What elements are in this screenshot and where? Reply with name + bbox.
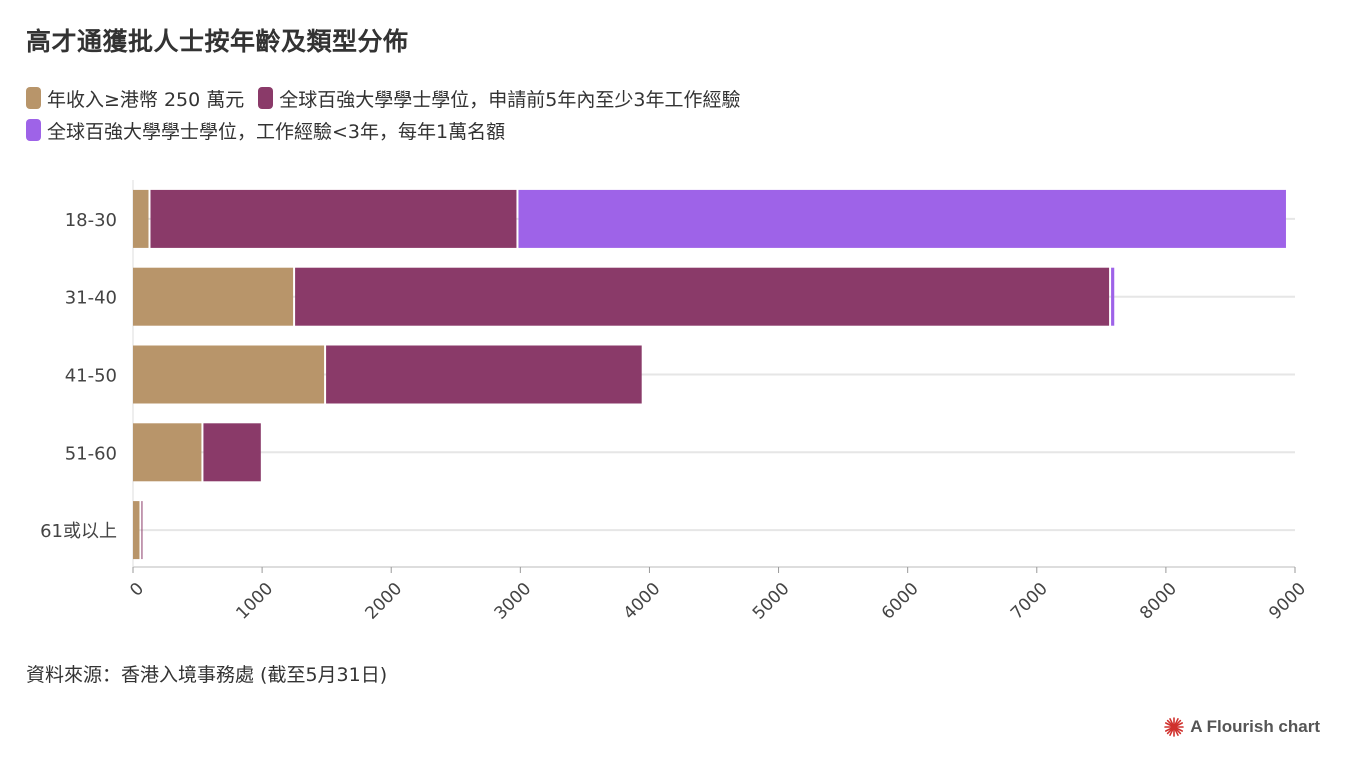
x-tick-label: 9000	[1265, 579, 1310, 624]
x-tick-label: 1000	[232, 579, 277, 624]
flourish-credit[interactable]: A Flourish chart	[1164, 717, 1320, 737]
flourish-logo-icon	[1164, 717, 1185, 737]
bar-segment	[326, 345, 642, 404]
legend-label: 全球百強大學學士學位，申請前5年內至少3年工作經驗	[279, 88, 741, 111]
y-tick-label: 61或以上	[40, 521, 117, 542]
bar-segment	[203, 423, 261, 482]
bar-segment	[150, 189, 517, 248]
credit-label: A Flourish chart	[1190, 717, 1320, 736]
legend-swatch	[258, 87, 274, 109]
x-tick-label: 8000	[1136, 579, 1181, 624]
x-tick-label: 3000	[491, 579, 536, 624]
chart-title: 高才通獲批人士按年齡及類型分佈	[26, 27, 409, 56]
y-tick-label: 18-30	[65, 210, 117, 231]
bar-segment	[133, 501, 140, 560]
y-tick-label: 51-60	[65, 443, 117, 464]
x-tick-label: 4000	[620, 579, 665, 624]
bar-segment	[133, 267, 294, 326]
legend: 年收入≥港幣 250 萬元 全球百強大學學士學位，申請前5年內至少3年工作經驗 …	[26, 82, 1326, 146]
legend-item-degree-with-experience[interactable]: 全球百強大學學士學位，申請前5年內至少3年工作經驗	[258, 85, 740, 112]
bar-segment	[518, 189, 1286, 248]
bar-segment	[133, 345, 325, 404]
bar-segment	[295, 267, 1110, 326]
legend-swatch	[26, 119, 41, 141]
bar-segment	[141, 501, 143, 560]
x-tick-label: 0	[126, 579, 148, 601]
y-tick-label: 41-50	[65, 366, 117, 387]
legend-item-degree-less-experience[interactable]: 全球百強大學學士學位，工作經驗<3年，每年1萬名額	[26, 117, 505, 144]
x-tick-label: 7000	[1007, 579, 1052, 624]
x-tick-label: 6000	[878, 579, 923, 624]
legend-label: 年收入≥港幣 250 萬元	[47, 88, 245, 111]
bar-segment	[1111, 267, 1115, 326]
x-tick-label: 2000	[362, 579, 407, 624]
source-note: 資料來源：香港入境事務處 (截至5月31日)	[26, 664, 388, 686]
bar-segment	[133, 423, 202, 482]
stacked-bar-chart: 18-30 31-40 41-50 51-60 61或以上 0 1000 2000 3000 40…	[40, 180, 1310, 624]
bar-segment	[133, 189, 149, 248]
legend-label: 全球百強大學學士學位，工作經驗<3年，每年1萬名額	[47, 120, 506, 143]
legend-item-high-income[interactable]: 年收入≥港幣 250 萬元	[26, 85, 244, 112]
x-tick-label: 5000	[749, 579, 794, 624]
legend-swatch	[26, 87, 41, 109]
y-tick-label: 31-40	[65, 288, 117, 309]
